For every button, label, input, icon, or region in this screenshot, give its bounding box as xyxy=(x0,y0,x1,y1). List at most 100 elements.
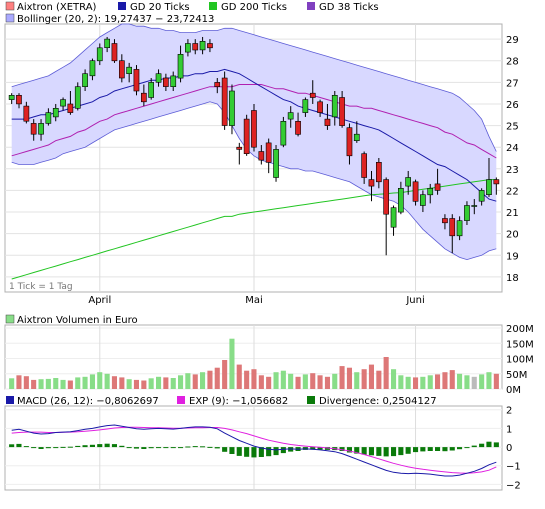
candle-body xyxy=(8,95,15,100)
volume-bar xyxy=(229,338,235,389)
candle-body xyxy=(207,43,213,49)
candle-body xyxy=(38,123,44,135)
candle-body xyxy=(346,127,353,157)
divergence-bar xyxy=(82,445,88,448)
candle-body xyxy=(324,118,331,126)
volume-bar xyxy=(427,375,433,389)
volume-bar xyxy=(185,373,191,389)
candle-body xyxy=(96,47,103,62)
candle-body xyxy=(339,97,345,126)
candle-body xyxy=(119,60,125,79)
exp-line xyxy=(11,426,497,474)
candle-body xyxy=(442,218,448,224)
divergence-bar xyxy=(479,443,485,448)
divergence-bar xyxy=(38,447,44,449)
divergence-bar xyxy=(471,445,477,448)
candle-body xyxy=(456,220,463,237)
candle-body xyxy=(82,73,88,87)
candle-body xyxy=(16,95,22,105)
candle-body xyxy=(67,103,74,113)
volume-bar xyxy=(163,377,169,389)
legend-label-price: Aixtron (XETRA) xyxy=(17,2,97,13)
volume-bar xyxy=(354,372,360,389)
macd-tick-label: −1 xyxy=(506,462,521,473)
divergence-bar xyxy=(170,447,176,449)
volume-bar xyxy=(310,373,316,389)
volume-bar xyxy=(82,376,88,389)
candle-body xyxy=(478,190,485,202)
divergence-bar xyxy=(258,447,264,457)
month-label: Mai xyxy=(245,295,263,306)
divergence-bar xyxy=(361,447,367,455)
divergence-bar xyxy=(493,442,499,448)
divergence-bar xyxy=(449,447,455,451)
volume-tick-label: 200M xyxy=(506,324,534,335)
divergence-bar xyxy=(23,446,29,448)
divergence-bar xyxy=(383,447,389,457)
candle-body xyxy=(45,112,52,124)
volume-bar xyxy=(324,376,330,389)
legend-swatch-gd200 xyxy=(209,2,217,10)
candle-body xyxy=(361,153,368,178)
volume-bar xyxy=(89,374,95,389)
divergence-bar xyxy=(45,447,51,449)
divergence-bar xyxy=(280,447,286,454)
divergence-bar xyxy=(398,447,404,456)
divergence-bar xyxy=(141,447,147,449)
volume-bar xyxy=(53,378,59,389)
candle-body xyxy=(89,60,96,77)
divergence-bar xyxy=(156,447,162,449)
volume-bar xyxy=(266,376,272,389)
volume-bar xyxy=(457,373,463,389)
legend-label-divergence: Divergence: 0,2504127 xyxy=(319,396,437,407)
divergence-bar xyxy=(60,446,66,448)
candle-body xyxy=(133,69,140,92)
macd-tick-label: 0 xyxy=(506,443,512,454)
macd-legend: MACD (26, 12): −0,8062697 EXP (9): −1,05… xyxy=(6,396,437,407)
volume-bar xyxy=(332,373,338,389)
candle-body xyxy=(427,188,434,196)
candle-body xyxy=(353,133,360,141)
candle-body xyxy=(236,146,243,150)
month-label: April xyxy=(88,295,111,306)
divergence-bar xyxy=(317,447,323,450)
divergence-bar xyxy=(229,447,235,454)
legend-swatch-volume xyxy=(5,314,15,324)
macd-series xyxy=(9,424,499,477)
candle-body xyxy=(471,205,478,207)
candle-body xyxy=(449,218,456,237)
divergence-bar xyxy=(457,447,463,450)
candle-body xyxy=(309,92,316,98)
volume-bar xyxy=(111,376,117,389)
volume-bar xyxy=(346,367,352,389)
volume-bar xyxy=(420,376,426,389)
volume-bar xyxy=(45,378,51,389)
volume-bar xyxy=(148,378,154,389)
candle-body xyxy=(258,151,265,161)
volume-bar xyxy=(236,364,242,389)
legend-label-bollinger: Bollinger (20, 2): 19,27437 − 23,72413 xyxy=(17,14,214,25)
volume-bar xyxy=(391,369,397,389)
volume-bar xyxy=(435,374,441,389)
divergence-bar xyxy=(111,444,117,448)
divergence-bar xyxy=(192,446,198,448)
divergence-bar xyxy=(339,447,345,451)
candle-body xyxy=(126,66,132,74)
volume-bar xyxy=(60,379,66,389)
volume-bar xyxy=(133,379,139,389)
divergence-bar xyxy=(178,447,184,449)
divergence-bar xyxy=(214,447,220,449)
volume-bar xyxy=(126,379,132,389)
divergence-bar xyxy=(163,447,169,449)
divergence-bar xyxy=(67,446,73,448)
price-tick-label: 25 xyxy=(506,122,519,133)
divergence-bar xyxy=(236,447,242,456)
volume-bar xyxy=(104,373,110,389)
macd-tick-label: 2 xyxy=(506,406,512,417)
volume-bar xyxy=(9,378,15,389)
price-tick-label: 26 xyxy=(506,100,519,111)
volume-bar xyxy=(280,370,286,389)
divergence-bar xyxy=(89,444,95,447)
candle-body xyxy=(23,105,30,122)
legend-label-exp: EXP (9): −1,056682 xyxy=(189,396,288,407)
